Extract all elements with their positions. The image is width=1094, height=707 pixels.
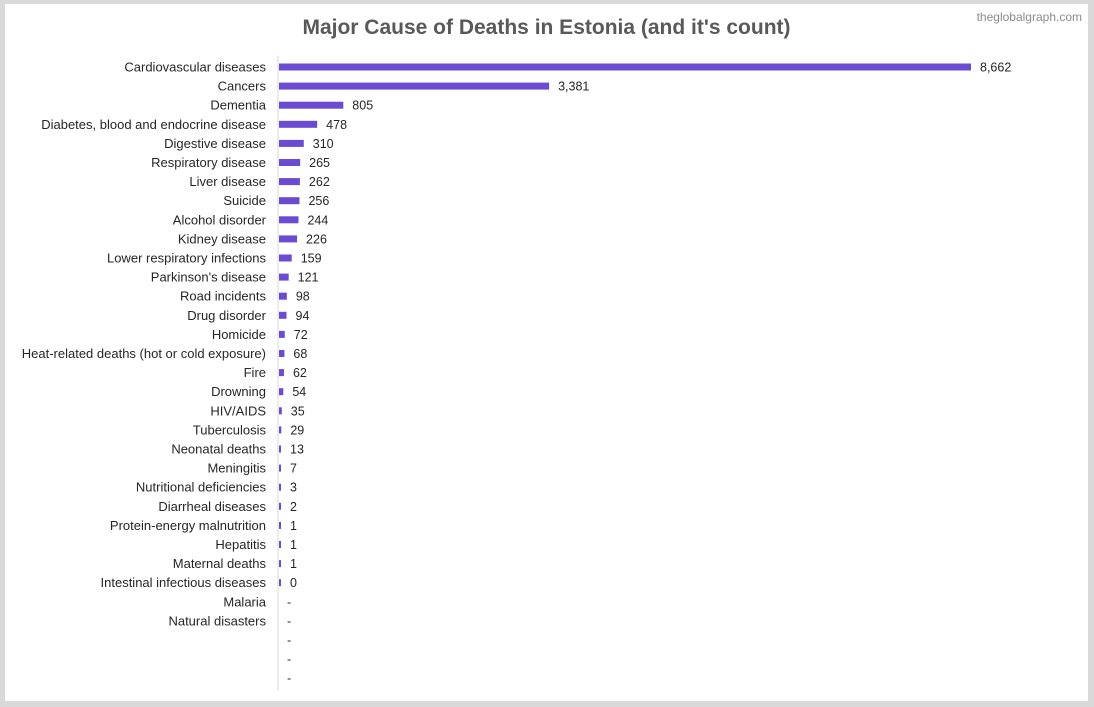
bar bbox=[279, 235, 298, 243]
bar bbox=[279, 63, 971, 71]
category-label: Protein-energy malnutrition bbox=[110, 518, 266, 533]
data-label: 121 bbox=[298, 271, 319, 285]
bar bbox=[279, 369, 284, 377]
category-label: Lower respiratory infections bbox=[107, 251, 266, 266]
data-label: 13 bbox=[290, 443, 304, 457]
data-label: - bbox=[287, 653, 291, 667]
category-label: Kidney disease bbox=[178, 231, 266, 246]
category-label: Intestinal infectious diseases bbox=[101, 575, 267, 590]
category-label: Drug disorder bbox=[187, 308, 266, 323]
bar bbox=[279, 197, 300, 205]
data-label: 3 bbox=[290, 481, 297, 495]
category-label: Tuberculosis bbox=[193, 422, 267, 437]
category-label: Nutritional deficiencies bbox=[136, 480, 267, 495]
data-label: 1 bbox=[290, 519, 297, 533]
data-label: - bbox=[287, 634, 291, 648]
data-label: 262 bbox=[309, 175, 330, 189]
data-label: 94 bbox=[296, 309, 310, 323]
data-label: 8,662 bbox=[980, 61, 1011, 75]
bar bbox=[279, 407, 282, 415]
data-label: 62 bbox=[293, 366, 307, 380]
bar bbox=[279, 560, 281, 568]
category-label: Dementia bbox=[210, 98, 266, 113]
category-label: Diarrheal diseases bbox=[158, 499, 266, 514]
bar bbox=[279, 445, 281, 453]
bar-chart: Cardiovascular diseases Cancers Dementia Di… bbox=[22, 56, 1011, 691]
category-label: Liver disease bbox=[189, 174, 266, 189]
category-label: Hepatitis bbox=[215, 537, 266, 552]
data-label: 29 bbox=[290, 423, 304, 437]
bar bbox=[279, 273, 289, 281]
category-label: Malaria bbox=[223, 594, 266, 609]
bar bbox=[279, 426, 282, 434]
data-label: 244 bbox=[307, 213, 328, 227]
category-label: Parkinson's disease bbox=[151, 270, 266, 285]
data-label: 805 bbox=[352, 99, 373, 113]
category-label: Suicide bbox=[223, 193, 266, 208]
data-label: 478 bbox=[326, 118, 347, 132]
category-label: Cardiovascular diseases bbox=[124, 60, 266, 75]
bar bbox=[279, 101, 344, 109]
category-label: Maternal deaths bbox=[173, 556, 267, 571]
bar bbox=[279, 216, 299, 224]
bar bbox=[279, 311, 287, 319]
data-label: 3,381 bbox=[558, 80, 589, 94]
bar bbox=[279, 330, 285, 338]
bar bbox=[279, 521, 281, 529]
data-label: - bbox=[287, 672, 291, 686]
data-label: 2 bbox=[290, 500, 297, 514]
watermark: theglobalgraph.com bbox=[976, 10, 1082, 24]
data-label: 54 bbox=[292, 385, 306, 399]
category-label: Natural disasters bbox=[168, 613, 266, 628]
bar bbox=[279, 159, 301, 166]
data-label: 98 bbox=[296, 290, 310, 304]
category-label: Fire bbox=[244, 365, 266, 380]
bar bbox=[279, 579, 281, 587]
bar bbox=[279, 254, 292, 262]
data-label: 35 bbox=[291, 404, 305, 418]
category-label: Heat-related deaths (hot or cold exposur… bbox=[22, 346, 266, 361]
category-label: Meningitis bbox=[207, 461, 266, 476]
data-label: 7 bbox=[290, 462, 297, 476]
data-label: 265 bbox=[309, 156, 330, 170]
bar bbox=[279, 139, 304, 147]
data-label: 310 bbox=[313, 137, 334, 151]
data-label: 256 bbox=[308, 194, 329, 208]
chart-title: Major Cause of Deaths in Estonia (and it… bbox=[302, 16, 791, 39]
category-label: Diabetes, blood and endocrine disease bbox=[41, 117, 266, 132]
data-label: - bbox=[287, 614, 291, 628]
chart-frame: Major Cause of Deaths in Estonia (and it… bbox=[5, 4, 1088, 701]
category-label: Respiratory disease bbox=[151, 155, 266, 170]
category-label: Neonatal deaths bbox=[171, 442, 266, 457]
data-label: 68 bbox=[293, 347, 307, 361]
bar bbox=[279, 350, 285, 357]
data-label: 72 bbox=[294, 328, 308, 342]
category-label: Digestive disease bbox=[164, 136, 266, 151]
bar bbox=[279, 541, 281, 548]
category-label: Alcohol disorder bbox=[173, 212, 267, 227]
bar bbox=[279, 120, 318, 128]
data-label: - bbox=[287, 595, 291, 609]
category-label: Homicide bbox=[212, 327, 266, 342]
category-label: HIV/AIDS bbox=[210, 403, 266, 418]
bar bbox=[279, 502, 281, 510]
data-label: 226 bbox=[306, 232, 327, 246]
bar bbox=[279, 483, 281, 491]
bar bbox=[279, 292, 287, 300]
data-label: 1 bbox=[290, 557, 297, 571]
data-label: 1 bbox=[290, 538, 297, 552]
bar bbox=[279, 178, 300, 186]
bar bbox=[279, 464, 281, 472]
category-label: Road incidents bbox=[180, 289, 266, 304]
category-label: Drowning bbox=[211, 384, 266, 399]
data-label: 0 bbox=[290, 576, 297, 590]
bar bbox=[279, 388, 284, 396]
category-label: Cancers bbox=[218, 79, 267, 94]
data-label: 159 bbox=[301, 252, 322, 266]
bar bbox=[279, 82, 550, 90]
